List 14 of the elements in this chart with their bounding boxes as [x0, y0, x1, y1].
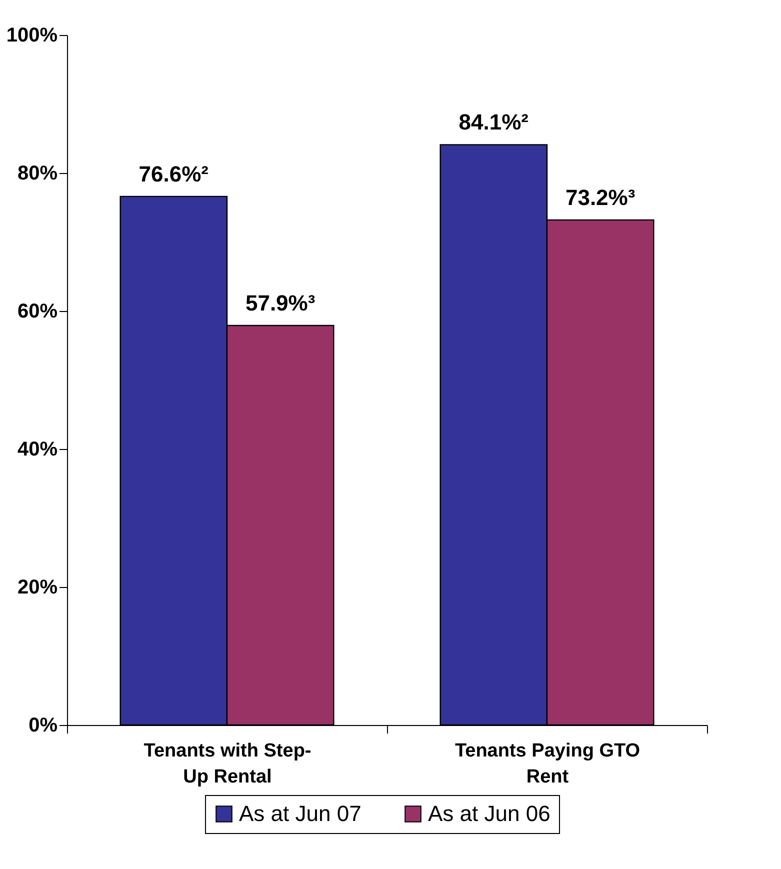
y-tick-label: 40% [17, 438, 58, 460]
y-tick-label: 60% [17, 300, 58, 322]
x-tick-label: Tenants Paying GTO Rent [454, 740, 640, 788]
legend-label: As at Jun 07 [239, 801, 362, 826]
data-label: 76.6%² [138, 161, 209, 186]
data-label: 57.9%³ [245, 290, 316, 316]
y-tick-label: 20% [17, 576, 58, 598]
legend-label: As at Jun 06 [428, 801, 550, 826]
y-tick-label: 0% [28, 714, 58, 736]
y-tick-label: 80% [17, 162, 58, 184]
data-label: 84.1%² [458, 110, 529, 135]
x-tick-label: Tenants with Step-Up Rental [144, 740, 312, 788]
y-tick-label: 100% [6, 24, 58, 46]
data-label: 73.2%³ [565, 184, 636, 210]
